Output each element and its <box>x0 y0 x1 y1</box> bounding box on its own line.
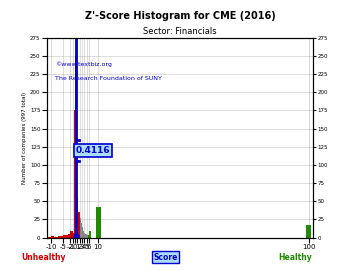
Bar <box>72 232 75 238</box>
Bar <box>47 237 49 238</box>
Bar <box>88 235 89 238</box>
Bar <box>58 236 61 238</box>
Bar <box>82 227 83 238</box>
Bar <box>89 231 91 238</box>
Bar <box>86 235 88 238</box>
Text: Unhealthy: Unhealthy <box>21 253 66 262</box>
Bar <box>77 198 78 238</box>
Bar <box>83 231 84 238</box>
Bar <box>75 56 76 238</box>
Bar <box>56 237 58 238</box>
Bar <box>51 236 54 238</box>
Bar <box>85 234 86 238</box>
Bar <box>66 235 68 238</box>
Text: The Research Foundation of SUNY: The Research Foundation of SUNY <box>55 76 162 81</box>
Bar <box>96 207 100 238</box>
Y-axis label: Number of companies (997 total): Number of companies (997 total) <box>22 92 27 184</box>
Bar <box>68 234 70 238</box>
Text: Sector: Financials: Sector: Financials <box>143 27 217 36</box>
Bar <box>49 237 51 238</box>
Bar <box>78 212 80 238</box>
Bar <box>70 231 72 238</box>
Bar <box>54 237 56 238</box>
Bar <box>76 165 77 238</box>
Bar <box>80 218 81 238</box>
Bar <box>45 237 47 238</box>
Bar <box>61 236 63 238</box>
Text: Healthy: Healthy <box>278 253 312 262</box>
Bar <box>63 235 66 238</box>
Text: 0.4116: 0.4116 <box>76 146 111 155</box>
Bar <box>84 232 85 238</box>
Bar <box>74 110 75 238</box>
Text: Score: Score <box>153 253 178 262</box>
Text: ©www.textbiz.org: ©www.textbiz.org <box>55 62 112 68</box>
Bar <box>306 225 311 238</box>
Text: Z'-Score Histogram for CME (2016): Z'-Score Histogram for CME (2016) <box>85 11 275 21</box>
Bar <box>81 223 82 238</box>
